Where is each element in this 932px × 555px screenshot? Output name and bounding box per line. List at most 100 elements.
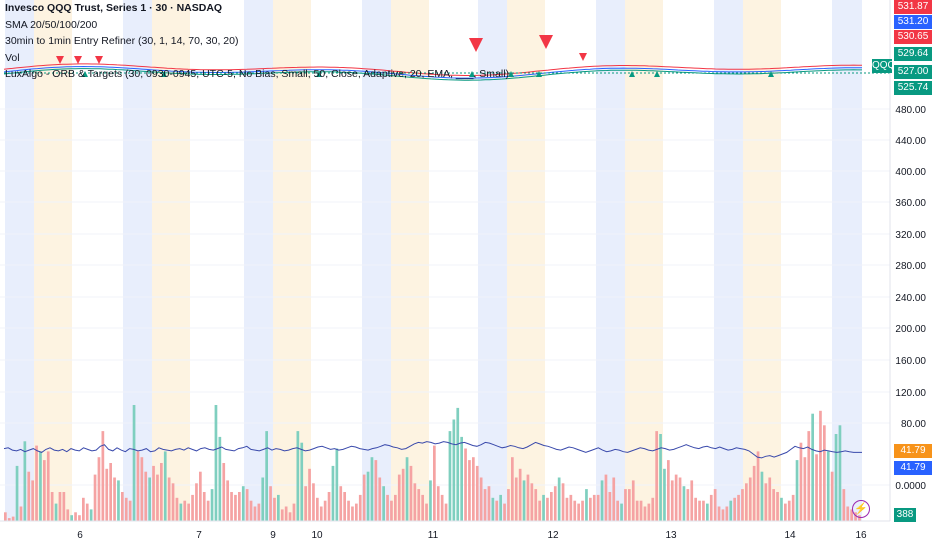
- volume-bar: [475, 465, 479, 521]
- volume-bar: [768, 477, 772, 521]
- volume-bar: [206, 500, 210, 521]
- volume-bar: [370, 457, 374, 521]
- volume-bar: [97, 457, 101, 521]
- volume-bar: [327, 492, 331, 521]
- lightning-icon[interactable]: ⚡: [852, 500, 870, 518]
- volume-bar: [511, 457, 514, 521]
- volume-bar: [538, 500, 541, 521]
- volume-bar: [452, 419, 456, 521]
- volume-bar: [592, 494, 596, 521]
- session-band: [391, 0, 429, 521]
- oscillator-badge-2: 41.79: [894, 461, 932, 475]
- volume-bar: [234, 494, 237, 521]
- volume-bar: [160, 463, 163, 521]
- volume-bar: [752, 465, 756, 521]
- volume-bar: [183, 500, 187, 521]
- buy-signal-marker: [469, 71, 475, 77]
- time-axis[interactable]: 6 7 9 10 11 12 13 14 16: [0, 520, 890, 541]
- volume-bar: [366, 471, 370, 521]
- volume-bar: [733, 497, 736, 521]
- volume-bar: [585, 489, 588, 521]
- volume-bar: [706, 503, 709, 521]
- volume-bar: [436, 486, 440, 521]
- volume-bar: [253, 506, 257, 521]
- volume-bar: [604, 474, 608, 521]
- y-tick-label: 160.00: [895, 356, 926, 367]
- price-badge-5: 527.00: [894, 65, 932, 79]
- y-tick-label: 80.00: [901, 419, 926, 430]
- indicator-legend: Invesco QQQ Trust, Series 1 · 30 · NASDA…: [5, 0, 509, 83]
- volume-bar: [195, 483, 198, 521]
- volume-bars: [4, 405, 861, 522]
- y-tick-label: 440.00: [895, 136, 926, 147]
- volume-bar: [218, 436, 222, 521]
- volume-bar: [616, 500, 619, 521]
- volume-bar: [382, 486, 385, 521]
- price-axis[interactable]: 480.00 440.00 400.00 360.00 320.00 280.00 240.…: [889, 0, 926, 521]
- volume-bar: [702, 500, 705, 521]
- volume-bar: [670, 480, 674, 521]
- volume-bar: [550, 492, 553, 521]
- volume-bar: [132, 405, 136, 521]
- volume-bar: [659, 434, 662, 521]
- legend-symbol[interactable]: Invesco QQQ Trust, Series 1 · 30 · NASDA…: [5, 2, 223, 14]
- volume-bar: [101, 431, 105, 521]
- legend-sma[interactable]: SMA 20/50/100/200: [5, 18, 98, 31]
- volume-bar: [507, 489, 510, 521]
- volume-bar: [565, 497, 569, 521]
- volume-bar: [429, 480, 432, 521]
- volume-bar: [608, 492, 612, 521]
- volume-bar: [721, 509, 725, 521]
- volume-bar: [238, 492, 241, 521]
- volume-bar: [27, 471, 31, 521]
- volume-bar: [838, 425, 842, 521]
- volume-bar: [468, 460, 471, 521]
- volume-bar: [113, 477, 116, 521]
- volume-bar: [472, 457, 475, 521]
- volume-bar: [50, 492, 54, 521]
- volume-bar: [401, 468, 405, 521]
- buy-signal-marker: [82, 71, 88, 77]
- volume-bar: [31, 480, 34, 521]
- volume-bar: [846, 506, 850, 521]
- volume-bar: [82, 497, 85, 521]
- volume-bar: [448, 431, 452, 521]
- volume-bar: [776, 492, 779, 521]
- volume-bar: [280, 509, 284, 521]
- y-tick-label: 400.00: [895, 167, 926, 178]
- volume-bar: [222, 463, 226, 521]
- volume-bar: [826, 451, 830, 521]
- volume-bar: [19, 506, 23, 521]
- volume-bar: [756, 451, 760, 521]
- volume-bar: [663, 468, 666, 521]
- volume-bar: [483, 489, 487, 521]
- y-tick-label: 480.00: [895, 105, 926, 116]
- volume-bar: [409, 465, 413, 521]
- volume-bar: [175, 497, 179, 521]
- volume-bar: [58, 492, 62, 521]
- sma-line-green: [3, 68, 862, 81]
- volume-bar: [300, 442, 304, 521]
- volume-bar: [682, 486, 686, 521]
- volume-bar: [351, 506, 354, 521]
- volume-bar: [577, 503, 580, 521]
- volume-bar: [304, 486, 307, 521]
- volume-bar: [748, 477, 752, 521]
- volume-bar: [257, 503, 261, 521]
- x-tick-label: 6: [77, 530, 83, 541]
- legend-vol[interactable]: Vol: [5, 51, 20, 64]
- volume-bar: [89, 509, 93, 521]
- volume-bar: [23, 441, 27, 522]
- volume-bar: [807, 431, 811, 521]
- sma-line-blue: [3, 65, 862, 79]
- volume-bar: [105, 468, 109, 521]
- volume-bar: [643, 506, 647, 521]
- volume-bar: [464, 448, 467, 521]
- legend-luxalgo[interactable]: LuxAlgo - ORB & Targets (30, 0930-0945, …: [5, 68, 510, 80]
- volume-bar: [780, 497, 783, 521]
- volume-bar: [491, 497, 495, 521]
- volume-bar: [784, 503, 787, 521]
- legend-entry-refiner[interactable]: 30min to 1min Entry Refiner (30, 1, 14, …: [5, 35, 239, 47]
- volume-bar: [635, 500, 639, 521]
